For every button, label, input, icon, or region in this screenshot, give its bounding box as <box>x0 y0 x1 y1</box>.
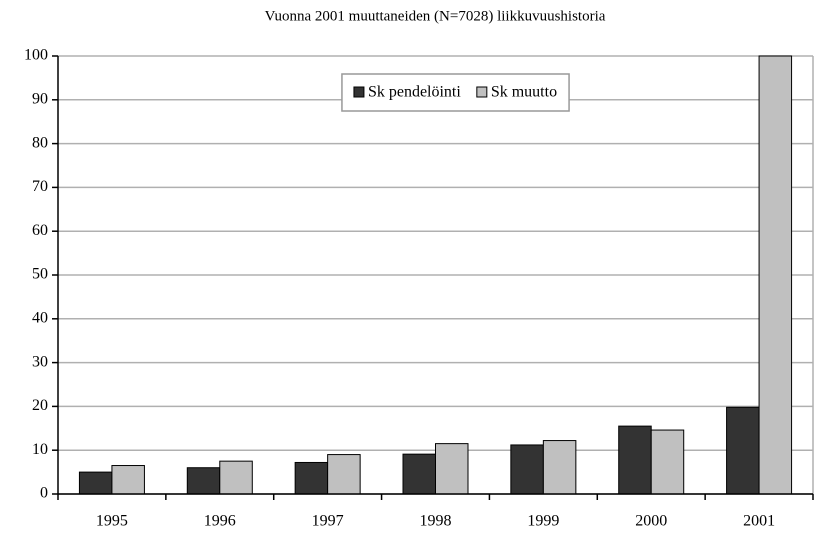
bar <box>618 425 652 495</box>
y-tick-label: 10 <box>32 441 48 458</box>
y-tick-label: 60 <box>32 222 48 239</box>
legend-swatch <box>476 86 488 98</box>
bar <box>435 443 469 495</box>
legend: Sk pendelöinti Sk muutto <box>341 73 570 112</box>
y-tick-label: 80 <box>32 134 48 151</box>
bar <box>111 465 145 495</box>
bar <box>650 429 685 495</box>
bar <box>758 55 793 495</box>
x-tick-label: 1995 <box>96 513 128 530</box>
x-tick-label: 1998 <box>420 513 452 530</box>
legend-label: Sk pendelöinti <box>368 84 461 101</box>
x-tick-label: 1996 <box>204 513 236 530</box>
y-tick-label: 90 <box>32 90 48 107</box>
x-tick-label: 2001 <box>743 513 775 530</box>
bar <box>219 460 253 495</box>
legend-label: Sk muutto <box>491 84 557 101</box>
y-tick-label: 40 <box>32 309 48 326</box>
y-tick-label: 30 <box>32 353 48 370</box>
x-tick-label: 2000 <box>635 513 667 530</box>
x-tick-label: 1999 <box>527 513 559 530</box>
bar <box>726 406 760 495</box>
legend-box <box>341 73 570 112</box>
chart-title: Vuonna 2001 muuttaneiden (N=7028) liikku… <box>265 8 606 24</box>
bar <box>327 454 361 495</box>
bar <box>402 453 436 495</box>
y-tick-label: 100 <box>24 47 48 64</box>
bar <box>542 440 577 495</box>
y-tick-label: 70 <box>32 178 48 195</box>
x-tick-label: 1997 <box>312 513 344 530</box>
bar <box>186 467 221 495</box>
y-tick-label: 0 <box>40 485 48 502</box>
bar <box>510 444 544 495</box>
y-tick-label: 50 <box>32 266 48 283</box>
bar <box>294 461 329 495</box>
bar <box>78 471 113 495</box>
y-tick-label: 20 <box>32 397 48 414</box>
legend-swatch <box>353 86 365 98</box>
